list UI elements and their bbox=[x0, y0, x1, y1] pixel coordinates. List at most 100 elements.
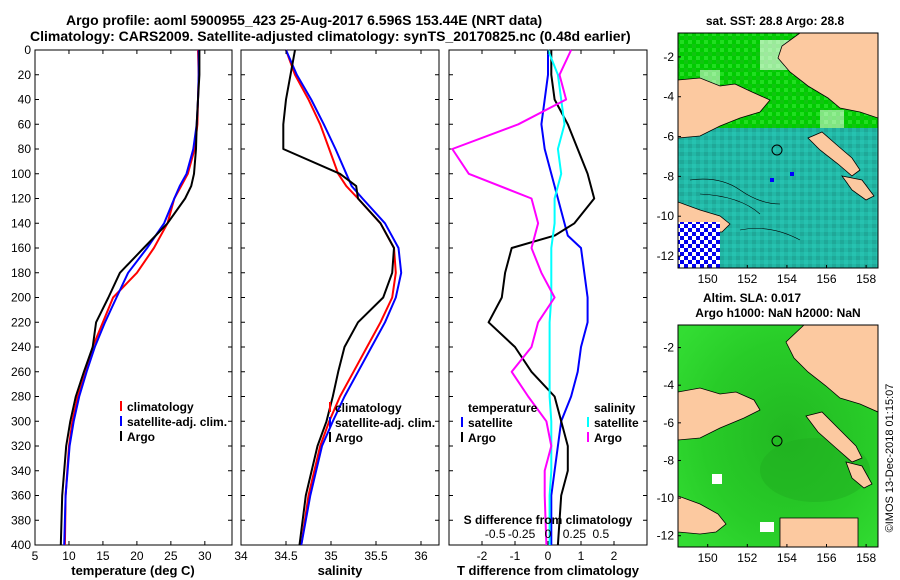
depth-tick-label: 240 bbox=[11, 340, 31, 354]
legend-title-salinity: salinity bbox=[594, 401, 636, 415]
salinity-axis-label: salinity bbox=[318, 563, 364, 578]
depth-tick-label: 400 bbox=[11, 538, 31, 552]
map-lon-label: 156 bbox=[816, 551, 836, 565]
temperature-x-tick-label: 10 bbox=[62, 549, 76, 563]
depth-tick-label: 20 bbox=[18, 68, 32, 82]
map-lat-label: -12 bbox=[657, 529, 675, 543]
temperature-x-tick-label: 30 bbox=[198, 549, 212, 563]
map-lat-label: -6 bbox=[663, 130, 674, 144]
map-lon-label: 150 bbox=[698, 551, 718, 565]
map-lat-label: -4 bbox=[663, 378, 674, 392]
difference-x-tick-label: -1 bbox=[510, 549, 521, 563]
difference-panel-frame bbox=[448, 49, 648, 546]
legend-label-argo: Argo bbox=[127, 430, 155, 444]
island-chain bbox=[841, 175, 875, 201]
cloud-gaps bbox=[820, 110, 844, 128]
map-lat-label: -8 bbox=[663, 453, 674, 467]
legend-label-argo: Argo bbox=[335, 431, 363, 445]
depth-tick-label: 260 bbox=[11, 365, 31, 379]
depth-tick-label: 0 bbox=[24, 43, 31, 57]
map-lon-label: 158 bbox=[856, 551, 876, 565]
difference-series-temperature-argo bbox=[487, 50, 596, 546]
legend-label-t-satellite: satellite bbox=[468, 416, 513, 430]
island-chain bbox=[807, 131, 861, 177]
sst-map-title: sat. SST: 28.8 Argo: 28.8 bbox=[706, 14, 845, 28]
new-guinea-coast bbox=[785, 325, 878, 413]
depth-tick-label: 180 bbox=[11, 266, 31, 280]
legend-label-s-satellite: satellite bbox=[594, 416, 639, 430]
argo-location-marker bbox=[771, 144, 783, 156]
legend-label-satellite: satellite-adj. clim. bbox=[335, 416, 435, 430]
blue-region bbox=[678, 222, 720, 268]
argo-location-marker bbox=[771, 435, 783, 447]
difference-x-tick-label: 2 bbox=[611, 549, 618, 563]
map-lat-label: -10 bbox=[657, 209, 675, 223]
s-difference-x-tick-label: 0.5 bbox=[592, 527, 609, 541]
depth-tick-label: 40 bbox=[18, 93, 32, 107]
salinity-x-tick-label: 35 bbox=[324, 549, 338, 563]
difference-x-tick-label: 1 bbox=[578, 549, 585, 563]
new-britain-land bbox=[678, 387, 761, 441]
map-lat-label: -10 bbox=[657, 491, 675, 505]
salinity-series-satellite-adj-clim- bbox=[285, 49, 403, 546]
map-lon-label: 158 bbox=[856, 272, 876, 286]
new-britain-land bbox=[678, 77, 771, 139]
difference-series-salinity-argo bbox=[451, 49, 573, 546]
salinity-series-argo bbox=[282, 49, 395, 546]
island-chain bbox=[845, 461, 873, 489]
map-lat-label: -12 bbox=[657, 249, 675, 263]
salinity-x-tick-label: 35.5 bbox=[364, 549, 388, 563]
white-patch bbox=[760, 522, 774, 532]
salinity-x-tick-label: 34 bbox=[234, 549, 248, 563]
difference-x-tick-label: -2 bbox=[477, 549, 488, 563]
island-chain bbox=[805, 411, 863, 463]
map-lat-label: -2 bbox=[663, 341, 674, 355]
depth-tick-label: 300 bbox=[11, 414, 31, 428]
depth-tick-label: 100 bbox=[11, 167, 31, 181]
difference-legend: temperature satellite Argo salinity sate… bbox=[461, 401, 639, 445]
australia-land bbox=[779, 517, 859, 547]
s-difference-x-tick-label: -0.5 bbox=[485, 527, 506, 541]
temperature-x-tick-label: 5 bbox=[32, 549, 39, 563]
depth-tick-label: 220 bbox=[11, 315, 31, 329]
sla-map-title-1: Altim. SLA: 0.017 bbox=[703, 291, 801, 305]
s-difference-axis-label: S difference from climatology bbox=[464, 513, 633, 527]
map-lon-label: 156 bbox=[816, 272, 836, 286]
difference-x-tick-label: 0 bbox=[545, 549, 552, 563]
temperature-x-tick-label: 25 bbox=[164, 549, 178, 563]
depth-tick-label: 360 bbox=[11, 489, 31, 503]
depth-tick-label: 80 bbox=[18, 142, 32, 156]
depth-tick-label: 120 bbox=[11, 192, 31, 206]
salinity-x-tick-label: 36 bbox=[414, 549, 428, 563]
contour-lines bbox=[689, 178, 801, 241]
temperature-series-satellite-adj-clim- bbox=[63, 50, 200, 546]
map-lat-label: -4 bbox=[663, 90, 674, 104]
legend-label-climatology: climatology bbox=[335, 401, 402, 415]
map-lon-label: 152 bbox=[737, 272, 757, 286]
plot-title-line2: Climatology: CARS2009. Satellite-adjuste… bbox=[30, 28, 631, 44]
depth-tick-label: 200 bbox=[11, 291, 31, 305]
white-patch bbox=[712, 474, 722, 484]
map-lon-label: 154 bbox=[777, 272, 797, 286]
map-lon-label: 152 bbox=[737, 551, 757, 565]
difference-series-temperature-satellite bbox=[540, 50, 589, 545]
temperature-series-climatology bbox=[63, 49, 200, 546]
s-difference-x-tick-label: 0 bbox=[545, 527, 552, 541]
blue-pixel bbox=[770, 178, 774, 182]
sla-map-frame bbox=[677, 324, 879, 548]
depth-tick-label: 140 bbox=[11, 216, 31, 230]
difference-x-ticks: -2 -1 0 1 2 bbox=[477, 50, 618, 563]
depth-tick-label: 160 bbox=[11, 241, 31, 255]
new-guinea-coast bbox=[777, 33, 878, 119]
legend-label-satellite: satellite-adj. clim. bbox=[127, 415, 227, 429]
salinity-x-tick-label: 34.5 bbox=[274, 549, 298, 563]
legend-label-t-argo: Argo bbox=[468, 431, 496, 445]
s-difference-x-ticks: -0.5 -0.25 0 0.25 0.5 bbox=[485, 527, 610, 541]
depth-tick-label: 320 bbox=[11, 439, 31, 453]
temperature-x-tick-label: 15 bbox=[96, 549, 110, 563]
sla-map bbox=[678, 325, 878, 547]
sst-map bbox=[678, 33, 878, 268]
imos-watermark: ©IMOS 13-Dec-2018 01:15:07 bbox=[884, 384, 896, 533]
depth-tick-label: 380 bbox=[11, 513, 31, 527]
